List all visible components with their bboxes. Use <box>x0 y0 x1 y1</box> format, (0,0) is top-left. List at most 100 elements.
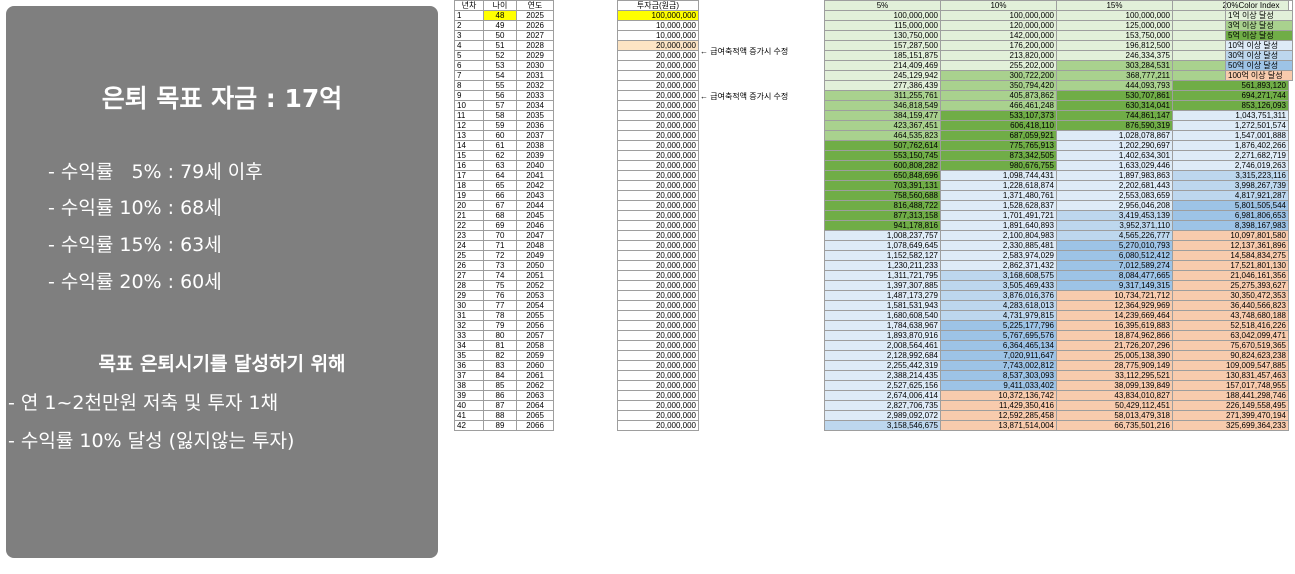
legend-item: 3억 이상 달성 <box>1225 20 1293 31</box>
investment-cell: 20,000,000 <box>617 210 699 221</box>
projection-cell: 109,009,547,885 <box>1172 360 1289 371</box>
projection-cell: 185,151,875 <box>824 50 941 61</box>
projection-cell: 188,441,298,746 <box>1172 390 1289 401</box>
table-row: 115,000,000120,000,000125,000,000130,000… <box>824 20 1289 31</box>
table-row: 20,000,000 <box>617 360 699 371</box>
table-row: 2,527,625,156 9,411,033,402 38,099,139,849… <box>824 380 1289 391</box>
projection-cell: 561,893,120 <box>1172 80 1289 91</box>
projection-cell: 277,386,439 <box>824 80 941 91</box>
investment-cell: 20,000,000 <box>617 230 699 241</box>
age-cell: 60 <box>483 130 517 141</box>
table-row: 15 62 2039 <box>454 150 554 161</box>
legend-header: Color Index <box>1225 0 1293 11</box>
age-cell: 55 <box>483 80 517 91</box>
projection-cell: 1,891,640,893 <box>940 220 1057 231</box>
table-row: 130,750,000142,000,000153,750,000166,000… <box>824 30 1289 41</box>
projection-cell: 1,272,501,574 <box>1172 120 1289 131</box>
year-cell: 2055 <box>516 310 554 321</box>
year-cell: 2033 <box>516 90 554 101</box>
projection-cell: 196,812,500 <box>1056 40 1173 51</box>
age-header-row: 년차 나이 연도 <box>454 0 554 11</box>
projection-cell: 1,043,751,311 <box>1172 110 1289 121</box>
table-row: 245,129,942300,722,200368,777,211451,577… <box>824 70 1289 81</box>
year-cell: 2046 <box>516 220 554 231</box>
projection-cell: 3,158,546,675 <box>824 420 941 431</box>
table-row: 346,818,549 466,461,248 630,314,041 853,126… <box>824 100 1289 111</box>
projection-cell: 630,314,041 <box>1056 100 1173 111</box>
year-index-cell: 4 <box>454 40 484 51</box>
age-cell: 85 <box>483 380 517 391</box>
projection-cell: 1,876,402,266 <box>1172 140 1289 151</box>
projection-cell: 38,099,139,849 <box>1056 380 1173 391</box>
projection-cell: 12,137,361,896 <box>1172 240 1289 251</box>
projection-cell: 2,862,371,432 <box>940 260 1057 271</box>
table-row: 17 64 2041 <box>454 170 554 181</box>
table-row: 37 84 2061 <box>454 370 554 381</box>
projection-cell: 775,765,913 <box>940 140 1057 151</box>
year-index-cell: 13 <box>454 130 484 141</box>
table-row: 27 74 2051 <box>454 270 554 281</box>
projection-cell: 687,059,921 <box>940 130 1057 141</box>
projection-cell: 300,722,200 <box>940 70 1057 81</box>
age-cell: 83 <box>483 360 517 371</box>
year-index-cell: 20 <box>454 200 484 211</box>
year-index-cell: 9 <box>454 90 484 101</box>
investment-cell: 20,000,000 <box>617 250 699 261</box>
projection-cell: 10,372,136,742 <box>940 390 1057 401</box>
year-index-cell: 35 <box>454 350 484 361</box>
table-row: 1,078,649,645 2,330,885,481 5,270,010,793 1… <box>824 240 1289 251</box>
year-cell: 2062 <box>516 380 554 391</box>
table-row: 20,000,000 <box>617 290 699 301</box>
age-cell: 62 <box>483 150 517 161</box>
year-cell: 2045 <box>516 210 554 221</box>
year-cell: 2058 <box>516 340 554 351</box>
investment-cell: 20,000,000 <box>617 80 699 91</box>
year-cell: 2053 <box>516 290 554 301</box>
projection-cell: 325,699,364,233 <box>1172 420 1289 431</box>
table-row: 20,000,000 <box>617 280 699 291</box>
table-row: 1,152,582,127 2,583,974,029 6,080,512,412 1… <box>824 250 1289 261</box>
projection-cell: 226,149,558,495 <box>1172 400 1289 411</box>
year-cell: 2057 <box>516 330 554 341</box>
table-row: 2,255,442,319 7,743,002,812 28,775,909,149… <box>824 360 1289 371</box>
projection-cell: 444,093,793 <box>1056 80 1173 91</box>
table-row: 464,535,823 687,059,921 1,028,078,867 1,547… <box>824 130 1289 141</box>
table-row: 5 52 2029 <box>454 50 554 61</box>
projection-table: 5% 10% 15% 20% 100,000,000 100,000,000 100,000… <box>824 0 1289 431</box>
projection-cell: 2,746,019,263 <box>1172 160 1289 171</box>
projection-cell: 6,364,465,134 <box>940 340 1057 351</box>
investment-cell: 20,000,000 <box>617 260 699 271</box>
projection-cell: 58,013,479,318 <box>1056 410 1173 421</box>
projection-cell: 25,005,138,390 <box>1056 350 1173 361</box>
projection-cell: 877,313,158 <box>824 210 941 221</box>
year-index-cell: 12 <box>454 120 484 131</box>
projection-cell: 873,342,505 <box>940 150 1057 161</box>
year-cell: 2054 <box>516 300 554 311</box>
legend-label: 50억 이상 달성 <box>1225 60 1293 71</box>
projection-cell: 368,777,211 <box>1056 70 1173 81</box>
year-cell: 2030 <box>516 60 554 71</box>
table-row: 19 66 2043 <box>454 190 554 201</box>
age-cell: 69 <box>483 220 517 231</box>
table-row: 1,784,638,967 5,225,177,796 16,395,619,883… <box>824 320 1289 331</box>
projection-cell: 7,743,002,812 <box>940 360 1057 371</box>
table-row: 33 80 2057 <box>454 330 554 341</box>
projection-cell: 1,397,307,885 <box>824 280 941 291</box>
age-cell: 88 <box>483 410 517 421</box>
age-cell: 74 <box>483 270 517 281</box>
projection-cell: 3,315,223,116 <box>1172 170 1289 181</box>
table-row: 384,159,477 533,107,373 744,861,147 1,043,7… <box>824 110 1289 121</box>
projection-header-row: 5% 10% 15% 20% <box>824 0 1289 11</box>
year-cell: 2052 <box>516 280 554 291</box>
invest-header-row: 투자금(원금) <box>617 0 699 11</box>
projection-cell: 1,581,531,943 <box>824 300 941 311</box>
projection-cell: 1,680,608,540 <box>824 310 941 321</box>
investment-table: 투자금(원금) 100,000,000 10,000,000 10,000,000 20… <box>617 0 699 431</box>
table-row: 100,000,000100,000,000100,000,000100,000… <box>824 10 1289 21</box>
year-cell: 2044 <box>516 200 554 211</box>
projection-cell: 853,126,093 <box>1172 100 1289 111</box>
table-row: 20,000,000 <box>617 370 699 381</box>
projection-cell: 63,042,099,471 <box>1172 330 1289 341</box>
investment-cell: 100,000,000 <box>617 10 699 21</box>
projection-cell: 2,388,214,435 <box>824 370 941 381</box>
